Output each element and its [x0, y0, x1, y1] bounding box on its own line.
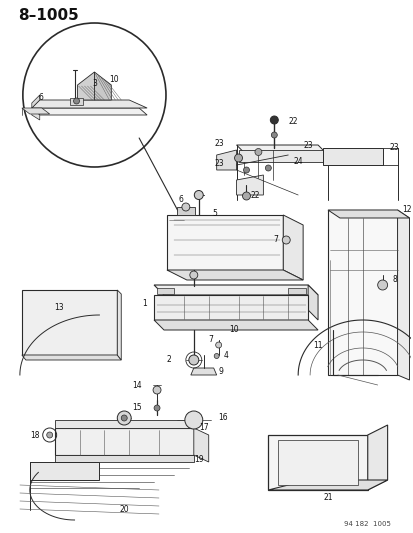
Polygon shape — [282, 215, 302, 280]
Circle shape — [215, 342, 221, 348]
Text: 23: 23 — [214, 158, 223, 167]
Text: 5: 5 — [212, 208, 216, 217]
Text: 16: 16 — [218, 414, 228, 423]
Polygon shape — [238, 150, 322, 162]
Text: 18: 18 — [30, 431, 40, 440]
Polygon shape — [327, 210, 408, 218]
Polygon shape — [236, 175, 263, 195]
Circle shape — [234, 154, 242, 162]
Polygon shape — [268, 480, 387, 490]
Polygon shape — [30, 462, 99, 480]
Text: 24: 24 — [292, 157, 302, 166]
Text: 20: 20 — [119, 505, 128, 514]
Polygon shape — [327, 210, 396, 375]
Circle shape — [188, 355, 198, 365]
Polygon shape — [190, 368, 216, 375]
Polygon shape — [193, 428, 208, 462]
Polygon shape — [268, 435, 367, 490]
Polygon shape — [69, 98, 83, 105]
Polygon shape — [154, 295, 307, 320]
Text: 23: 23 — [389, 143, 398, 152]
Circle shape — [121, 415, 127, 421]
Polygon shape — [236, 145, 327, 155]
Polygon shape — [55, 428, 193, 455]
Polygon shape — [117, 290, 121, 360]
Text: 11: 11 — [313, 341, 322, 350]
Polygon shape — [32, 108, 40, 120]
Polygon shape — [22, 108, 50, 114]
Text: 13: 13 — [55, 303, 64, 311]
Polygon shape — [278, 440, 357, 485]
Polygon shape — [154, 285, 317, 295]
Text: 14: 14 — [132, 381, 142, 390]
Circle shape — [194, 190, 203, 199]
Text: 1: 1 — [142, 298, 147, 308]
Text: 94 182  1005: 94 182 1005 — [344, 521, 390, 527]
Polygon shape — [396, 210, 408, 380]
Text: 21: 21 — [323, 492, 332, 502]
Polygon shape — [287, 288, 305, 294]
Polygon shape — [154, 320, 317, 330]
Polygon shape — [367, 425, 387, 490]
Text: 22: 22 — [250, 191, 259, 200]
Circle shape — [23, 23, 166, 167]
Text: 22: 22 — [287, 117, 297, 126]
Polygon shape — [157, 288, 173, 294]
Text: 6: 6 — [178, 196, 183, 205]
Circle shape — [190, 271, 197, 279]
Text: 23: 23 — [214, 139, 223, 148]
Circle shape — [265, 165, 271, 171]
Text: 6: 6 — [39, 93, 44, 101]
Text: 10: 10 — [228, 326, 238, 335]
Circle shape — [153, 386, 161, 394]
Text: 10: 10 — [109, 76, 119, 85]
Text: 4: 4 — [223, 351, 228, 359]
Polygon shape — [166, 270, 302, 280]
Polygon shape — [307, 285, 317, 320]
Polygon shape — [166, 215, 282, 270]
Text: 19: 19 — [193, 456, 203, 464]
Polygon shape — [22, 355, 121, 360]
Polygon shape — [77, 72, 94, 100]
Polygon shape — [322, 148, 382, 165]
Circle shape — [377, 280, 387, 290]
Polygon shape — [22, 290, 117, 355]
Text: 3: 3 — [92, 79, 97, 88]
Text: 23: 23 — [302, 141, 312, 149]
Text: 7: 7 — [273, 236, 278, 245]
Circle shape — [271, 132, 277, 138]
Polygon shape — [176, 207, 195, 215]
Circle shape — [243, 167, 249, 173]
Polygon shape — [55, 420, 193, 428]
Text: 8: 8 — [392, 276, 396, 285]
Circle shape — [74, 98, 79, 104]
Text: 17: 17 — [198, 424, 208, 432]
Polygon shape — [32, 100, 147, 108]
Polygon shape — [216, 150, 236, 170]
Text: 15: 15 — [132, 403, 142, 413]
Circle shape — [117, 411, 131, 425]
Text: 12: 12 — [401, 206, 411, 214]
Text: 7: 7 — [208, 335, 213, 344]
Polygon shape — [32, 95, 40, 108]
Polygon shape — [55, 455, 193, 462]
Circle shape — [254, 149, 261, 156]
Circle shape — [185, 411, 202, 429]
Text: 8–1005: 8–1005 — [18, 9, 78, 23]
Circle shape — [154, 405, 160, 411]
Circle shape — [282, 236, 290, 244]
Polygon shape — [32, 108, 147, 115]
Text: 2: 2 — [166, 356, 171, 365]
Polygon shape — [94, 72, 111, 100]
Text: 9: 9 — [218, 367, 223, 376]
Circle shape — [47, 432, 52, 438]
Circle shape — [214, 353, 218, 359]
Circle shape — [181, 203, 190, 211]
Circle shape — [270, 116, 278, 124]
Circle shape — [242, 192, 250, 200]
